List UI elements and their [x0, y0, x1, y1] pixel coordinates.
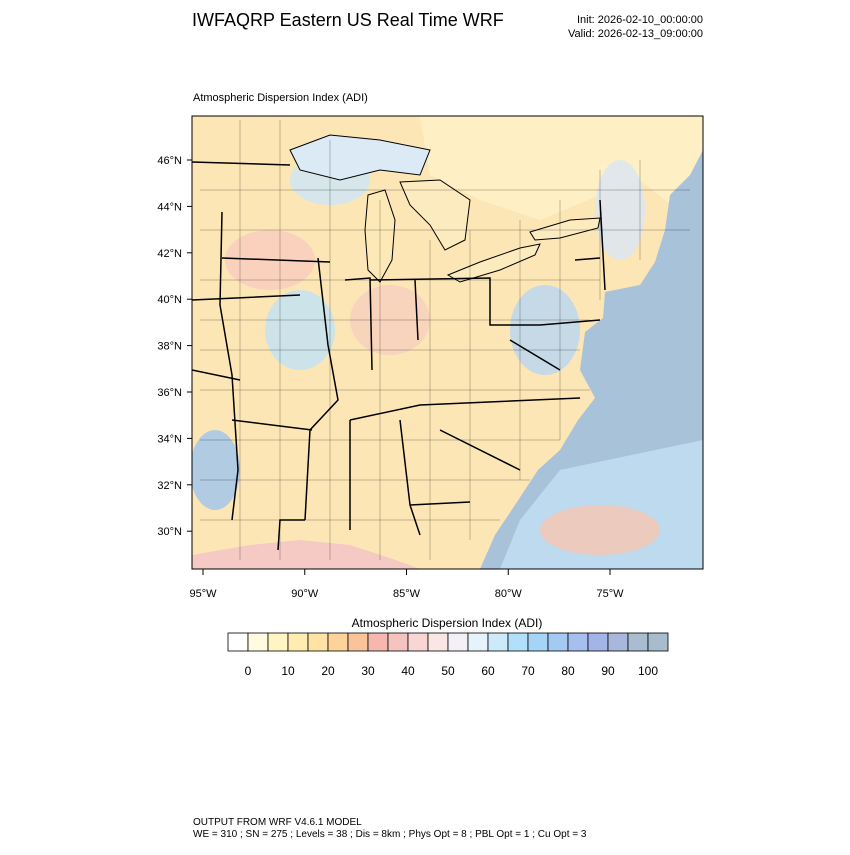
lon-labels: 95°W 90°W 85°W 80°W 75°W [189, 569, 624, 600]
lon-label: 95°W [189, 588, 217, 600]
colorbar-box [287, 632, 309, 652]
lat-label: 44°N [157, 201, 182, 213]
map-subtitle: Atmospheric Dispersion Index (ADI) [193, 92, 368, 104]
colorbar-label: 0 [245, 664, 252, 678]
colorbar-box [447, 632, 469, 652]
colorbar-box [607, 632, 629, 652]
colorbar-label: 70 [521, 664, 535, 678]
lon-label: 75°W [596, 588, 624, 600]
colorbar-label: 100 [638, 664, 658, 678]
colorbar-box [247, 632, 269, 652]
lat-label: 36°N [157, 387, 182, 399]
colorbar-box [427, 632, 449, 652]
lat-label: 40°N [157, 294, 182, 306]
colorbar-box [307, 632, 329, 652]
footer-line: WE = 310 ; SN = 275 ; Levels = 38 ; Dis … [193, 829, 587, 840]
colorbar-box [587, 632, 609, 652]
colorbar-box [227, 632, 249, 652]
lat-label: 42°N [157, 248, 182, 260]
colorbar-box [487, 632, 509, 652]
colorbar-label: 30 [361, 664, 375, 678]
colorbar-box [567, 632, 589, 652]
valid-time: Valid: 2026-02-13_09:00:00 [568, 28, 703, 40]
colorbar-label: 60 [481, 664, 495, 678]
colorbar-box [347, 632, 369, 652]
colorbar-box [547, 632, 569, 652]
colorbar-label: 50 [441, 664, 455, 678]
colorbar-label: 90 [601, 664, 615, 678]
lat-label: 32°N [157, 480, 182, 492]
init-time: Init: 2026-02-10_00:00:00 [577, 14, 703, 26]
colorbar-box [507, 632, 529, 652]
colorbar-label: 40 [401, 664, 415, 678]
lon-label: 85°W [393, 588, 421, 600]
lon-label: 80°W [495, 588, 523, 600]
colorbar-label: 20 [321, 664, 335, 678]
lat-label: 30°N [157, 526, 182, 538]
colorbar-label: 10 [281, 664, 295, 678]
colorbar-box [527, 632, 549, 652]
colorbar-title: Atmospheric Dispersion Index (ADI) [352, 616, 543, 630]
lat-label: 34°N [157, 433, 182, 445]
map [192, 116, 703, 569]
colorbar-box [407, 632, 429, 652]
colorbar-box [267, 632, 289, 652]
map-frame [191, 115, 704, 570]
footer-line: OUTPUT FROM WRF V4.6.1 MODEL [193, 817, 362, 828]
colorbar: 0 10 20 30 40 50 60 70 80 90 100 [227, 632, 669, 678]
colorbar-box [387, 632, 409, 652]
colorbar-box [367, 632, 389, 652]
colorbar-box [467, 632, 489, 652]
colorbar-box [627, 632, 649, 652]
lat-label: 46°N [157, 155, 182, 167]
title: IWFAQRP Eastern US Real Time WRF [192, 10, 504, 30]
colorbar-box [647, 632, 669, 652]
lat-labels: 46°N 44°N 42°N 40°N 38°N 36°N 34°N 32°N 30°N [157, 155, 192, 538]
colorbar-label: 80 [561, 664, 575, 678]
lat-label: 38°N [157, 341, 182, 353]
lon-label: 90°W [291, 588, 319, 600]
colorbar-box [327, 632, 349, 652]
